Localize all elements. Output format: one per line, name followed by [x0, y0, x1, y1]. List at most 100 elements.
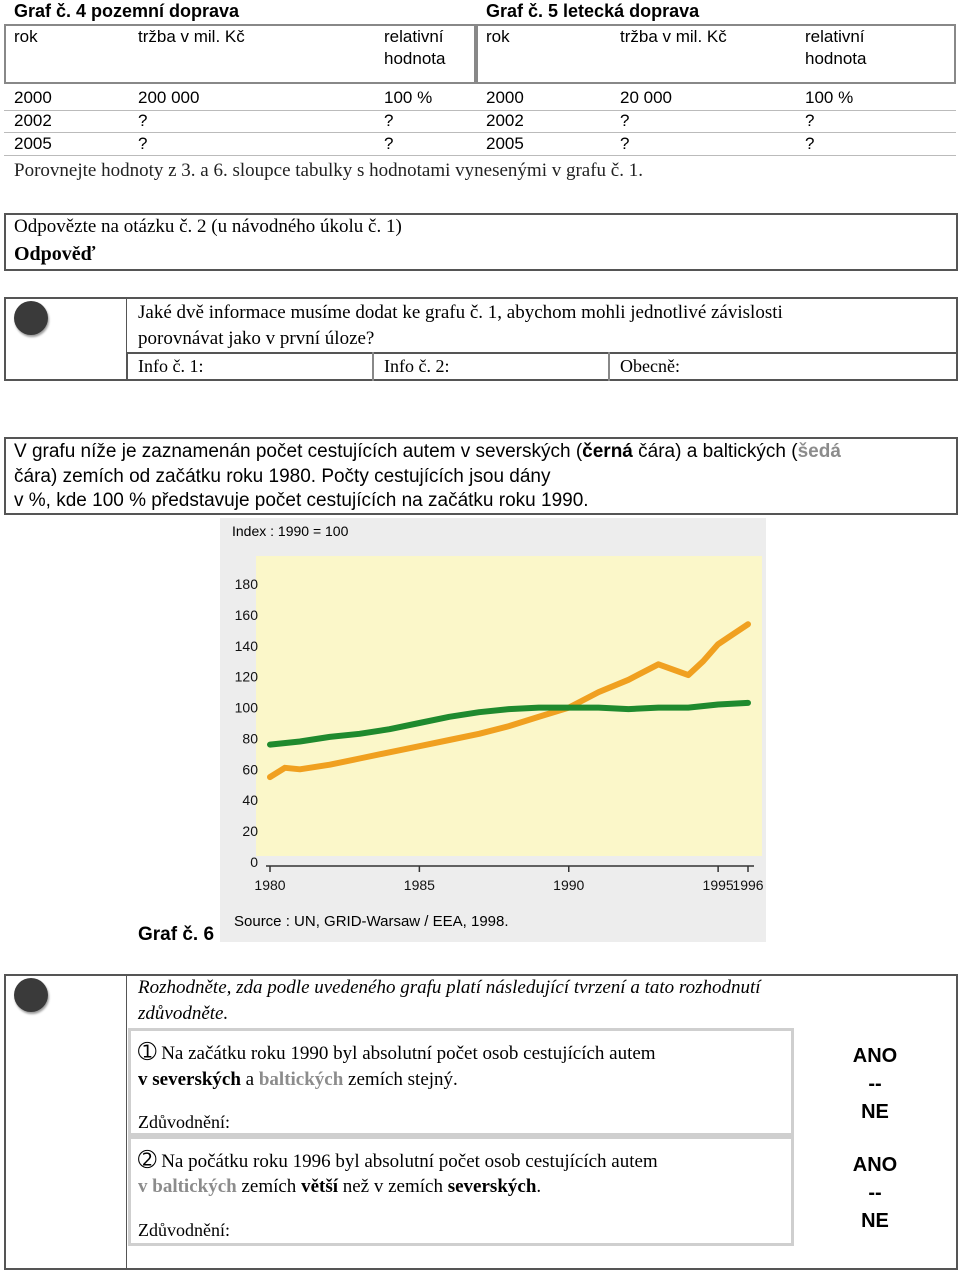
intro-box [4, 437, 958, 515]
answer-no[interactable]: NE [861, 1101, 889, 1123]
x-tick-label: 1980 [254, 877, 285, 893]
chart-source: Source : UN, GRID-Warsaw / EEA, 1998. [234, 913, 509, 930]
td-year: 2000 [14, 88, 52, 107]
statement-1-reason: Zdůvodnění: [138, 1112, 230, 1132]
td-revenue: ? [620, 134, 630, 153]
y-tick-label: 20 [242, 823, 258, 839]
statement-text: . [536, 1176, 542, 1197]
nordic-word: v severských [138, 1069, 241, 1090]
info-2-label: Info č. 2: [384, 356, 450, 376]
y-tick-label: 0 [250, 854, 258, 870]
td-relative: ? [805, 111, 815, 130]
table-right-header [476, 24, 956, 84]
answer-label: Odpověď [14, 243, 96, 265]
number-1-icon: ➀ [138, 1040, 157, 1065]
th-trzba: tržba v mil. Kč [138, 27, 245, 46]
table-left-header [4, 24, 476, 84]
statement-2-box [128, 1136, 794, 1246]
task1-question-line2: porovnávat jako v první úloze? [138, 328, 375, 349]
y-tick-label: 180 [235, 576, 259, 592]
td-relative: ? [384, 134, 394, 153]
intro-line3: v %, kde 100 % představuje počet cestují… [14, 490, 589, 511]
answer-separator: -- [868, 1073, 882, 1095]
intro-text: čára) a baltických ( [632, 441, 798, 462]
series-line-green [267, 699, 751, 748]
chart-title: Index : 1990 = 100 [232, 523, 349, 539]
statement-1-box [128, 1028, 794, 1136]
td-year: 2002 [486, 111, 524, 130]
y-tick-label: 120 [235, 669, 259, 685]
line-chart: Index : 1990 = 100 Source : UN, GRID-War… [232, 523, 764, 930]
td-revenue: 20 000 [620, 88, 672, 107]
bullet-icon [14, 301, 48, 335]
statement-text: než v zemích [338, 1176, 448, 1197]
td-revenue: ? [138, 111, 148, 130]
table-left-title: Graf č. 4 pozemní doprava [14, 1, 240, 21]
th-hodnota: hodnota [384, 49, 446, 68]
info-divider [608, 352, 610, 381]
statement-1-line1: ➀ Na začátku roku 1990 byl absolutní poč… [138, 1040, 656, 1065]
td-revenue: ? [138, 134, 148, 153]
td-year: 2005 [486, 134, 524, 153]
th-trzba: tržba v mil. Kč [620, 27, 727, 46]
th-hodnota: hodnota [805, 49, 867, 68]
x-tick-label: 1996 [732, 877, 763, 893]
x-tick-label: 1995 [703, 877, 734, 893]
nordic-word: severských [447, 1176, 537, 1197]
statement-text: Na počátku roku 1996 byl absolutní počet… [156, 1151, 658, 1172]
statement-2-line2: v baltických zemích větší než v zemích s… [138, 1176, 541, 1198]
baltic-word: v baltických [138, 1176, 237, 1197]
series-line-orange [267, 621, 751, 781]
statement-1-line2: v severských a baltických zemích stejný. [138, 1069, 458, 1091]
statement-2-reason: Zdůvodnění: [138, 1220, 230, 1240]
td-year: 2000 [486, 88, 524, 107]
general-label: Obecně: [620, 356, 680, 376]
td-year: 2002 [14, 111, 52, 130]
row-divider [4, 110, 956, 111]
td-revenue: ? [620, 111, 630, 130]
y-tick-label: 140 [235, 638, 259, 654]
statement-text: Na začátku roku 1990 byl absolutní počet… [156, 1043, 656, 1064]
th-relativni: relativní [384, 27, 444, 46]
task1-divider [126, 297, 127, 381]
table-right-title: Graf č. 5 letecká doprava [486, 1, 700, 21]
y-tick-label: 100 [235, 700, 259, 716]
td-relative: ? [384, 111, 394, 130]
answer-separator: -- [868, 1182, 882, 1204]
task2-question-line1: Rozhodněte, zda podle uvedeného grafu pl… [138, 977, 761, 998]
info-divider [372, 352, 374, 381]
y-tick-label: 80 [242, 730, 258, 746]
answer-yes[interactable]: ANO [852, 1154, 898, 1176]
statement-text: zemích stejný. [343, 1069, 458, 1090]
answer-question: Odpovězte na otázku č. 2 (u návodného úk… [14, 216, 402, 237]
y-tick-label: 160 [235, 607, 259, 623]
answer-yes[interactable]: ANO [852, 1045, 898, 1067]
y-tick-label: 40 [242, 792, 258, 808]
intro-black-word: černá [582, 441, 633, 462]
info-1-label: Info č. 1: [138, 356, 204, 376]
intro-line1: V grafu níže je zaznamenán počet cestují… [14, 441, 950, 463]
answer-box [4, 213, 958, 271]
intro-grey-word: šedá [797, 441, 841, 462]
row-divider [4, 155, 956, 156]
y-tick-label: 60 [242, 761, 258, 777]
graph-label: Graf č. 6 [138, 924, 215, 945]
intro-line2: čára) zemích od začátku roku 1980. Počty… [14, 466, 551, 487]
statement-text: zemích [236, 1176, 302, 1197]
task2-question-line2: zdůvodněte. [138, 1003, 229, 1024]
td-relative: 100 % [805, 88, 854, 107]
answer-no[interactable]: NE [861, 1210, 889, 1232]
td-relative: 100 % [384, 88, 433, 107]
baltic-word: baltických [258, 1069, 344, 1090]
info-row [126, 352, 958, 381]
task1-question-line1: Jaké dvě informace musíme dodat ke grafu… [138, 302, 783, 323]
compare-instruction: Porovnejte hodnoty z 3. a 6. sloupce tab… [14, 160, 643, 181]
bigger-word: větší [301, 1176, 338, 1197]
statement-text: a [240, 1069, 259, 1090]
th-rok: rok [486, 27, 510, 46]
x-tick-label: 1990 [553, 877, 584, 893]
task2-box [4, 974, 958, 1270]
td-relative: ? [805, 134, 815, 153]
bullet-icon [14, 978, 48, 1012]
td-revenue: 200 000 [138, 88, 200, 107]
